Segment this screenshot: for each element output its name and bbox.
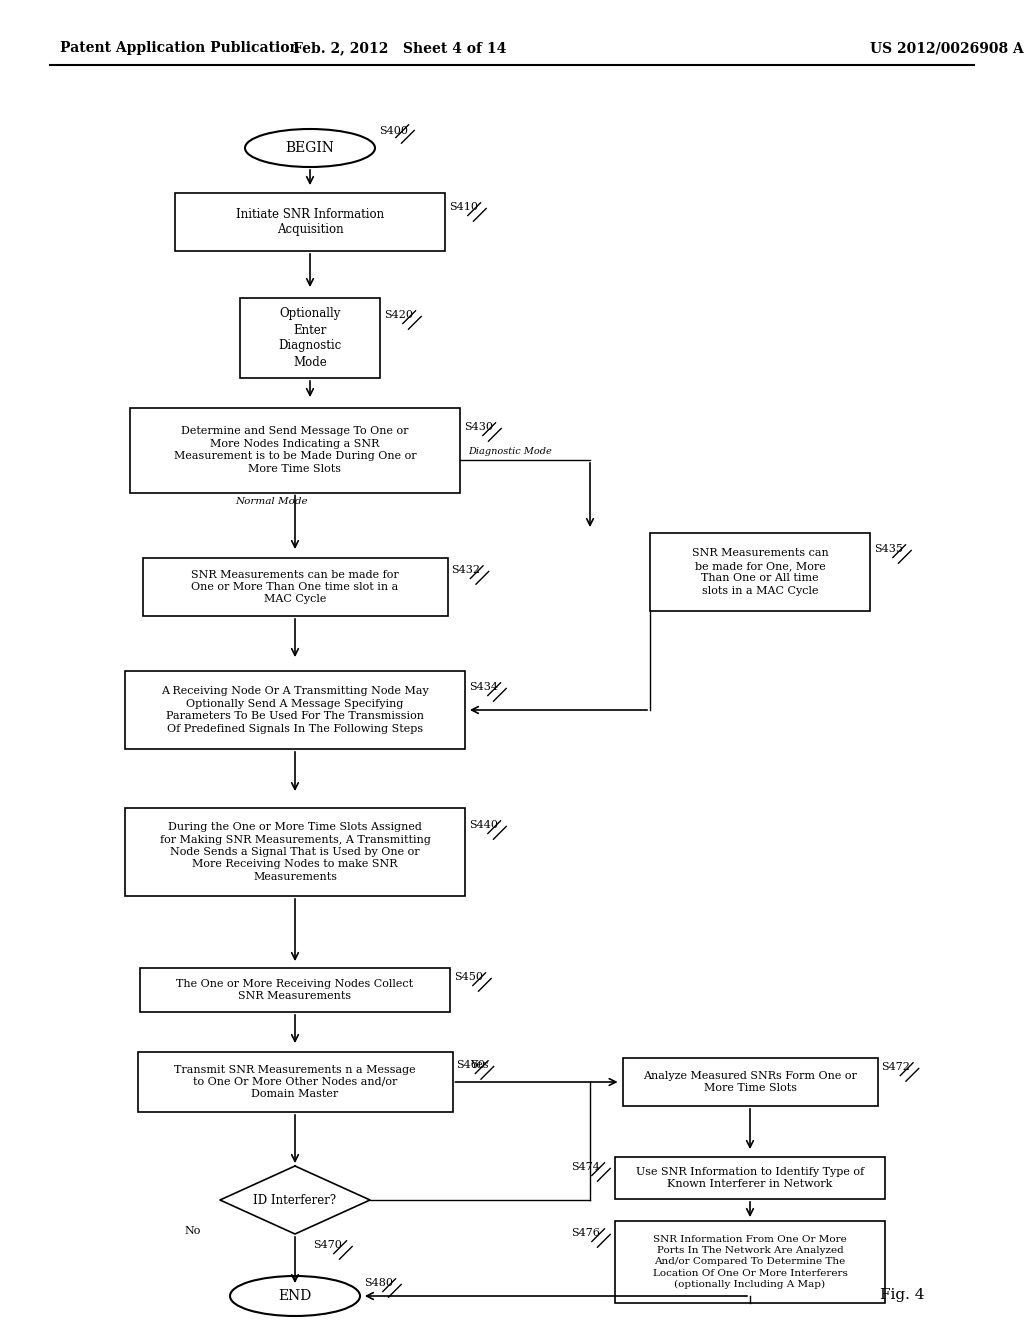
Text: S460: S460 (457, 1060, 485, 1071)
Text: S420: S420 (384, 310, 413, 319)
Text: S440: S440 (469, 820, 498, 830)
Text: Yes: Yes (470, 1060, 489, 1071)
Text: Initiate SNR Information
Acquisition: Initiate SNR Information Acquisition (236, 207, 384, 236)
Text: ID Interferer?: ID Interferer? (253, 1193, 337, 1206)
Text: Diagnostic Mode: Diagnostic Mode (468, 447, 552, 455)
Text: Transmit SNR Measurements n a Message
to One Or More Other Nodes and/or
Domain M: Transmit SNR Measurements n a Message to… (174, 1065, 416, 1100)
Text: Determine and Send Message To One or
More Nodes Indicating a SNR
Measurement is : Determine and Send Message To One or Mor… (174, 426, 417, 474)
Text: SNR Information From One Or More
Ports In The Network Are Analyzed
And/or Compar: SNR Information From One Or More Ports I… (652, 1236, 848, 1288)
Text: BEGIN: BEGIN (286, 141, 335, 154)
Text: S470: S470 (313, 1239, 342, 1250)
Text: US 2012/0026908 A1: US 2012/0026908 A1 (870, 41, 1024, 55)
Text: S450: S450 (454, 972, 483, 982)
Text: SNR Measurements can
be made for One, More
Than One or All time
slots in a MAC C: SNR Measurements can be made for One, Mo… (691, 548, 828, 595)
Text: Analyze Measured SNRs Form One or
More Time Slots: Analyze Measured SNRs Form One or More T… (643, 1071, 857, 1093)
Text: Use SNR Information to Identify Type of
Known Interferer in Network: Use SNR Information to Identify Type of … (636, 1167, 864, 1189)
Text: S472: S472 (882, 1063, 910, 1072)
Text: S400: S400 (379, 125, 408, 136)
Text: Normal Mode: Normal Mode (234, 498, 307, 507)
Text: No: No (184, 1226, 201, 1236)
Text: S434: S434 (469, 682, 498, 692)
Text: Fig. 4: Fig. 4 (880, 1288, 925, 1302)
Text: S432: S432 (452, 565, 480, 576)
Text: S435: S435 (874, 544, 903, 554)
Text: SNR Measurements can be made for
One or More Than One time slot in a
MAC Cycle: SNR Measurements can be made for One or … (191, 570, 399, 605)
Text: S410: S410 (449, 202, 478, 213)
Text: A Receiving Node Or A Transmitting Node May
Optionally Send A Message Specifying: A Receiving Node Or A Transmitting Node … (161, 686, 429, 734)
Text: Patent Application Publication: Patent Application Publication (60, 41, 300, 55)
Text: END: END (279, 1290, 311, 1303)
Text: The One or More Receiving Nodes Collect
SNR Measurements: The One or More Receiving Nodes Collect … (176, 979, 414, 1001)
Text: During the One or More Time Slots Assigned
for Making SNR Measurements, A Transm: During the One or More Time Slots Assign… (160, 822, 430, 882)
Text: S430: S430 (464, 422, 493, 432)
Text: S476: S476 (571, 1228, 600, 1238)
Text: Optionally
Enter
Diagnostic
Mode: Optionally Enter Diagnostic Mode (279, 308, 342, 368)
Text: S480: S480 (364, 1278, 393, 1288)
Text: Feb. 2, 2012   Sheet 4 of 14: Feb. 2, 2012 Sheet 4 of 14 (293, 41, 507, 55)
Text: S474: S474 (571, 1162, 600, 1172)
